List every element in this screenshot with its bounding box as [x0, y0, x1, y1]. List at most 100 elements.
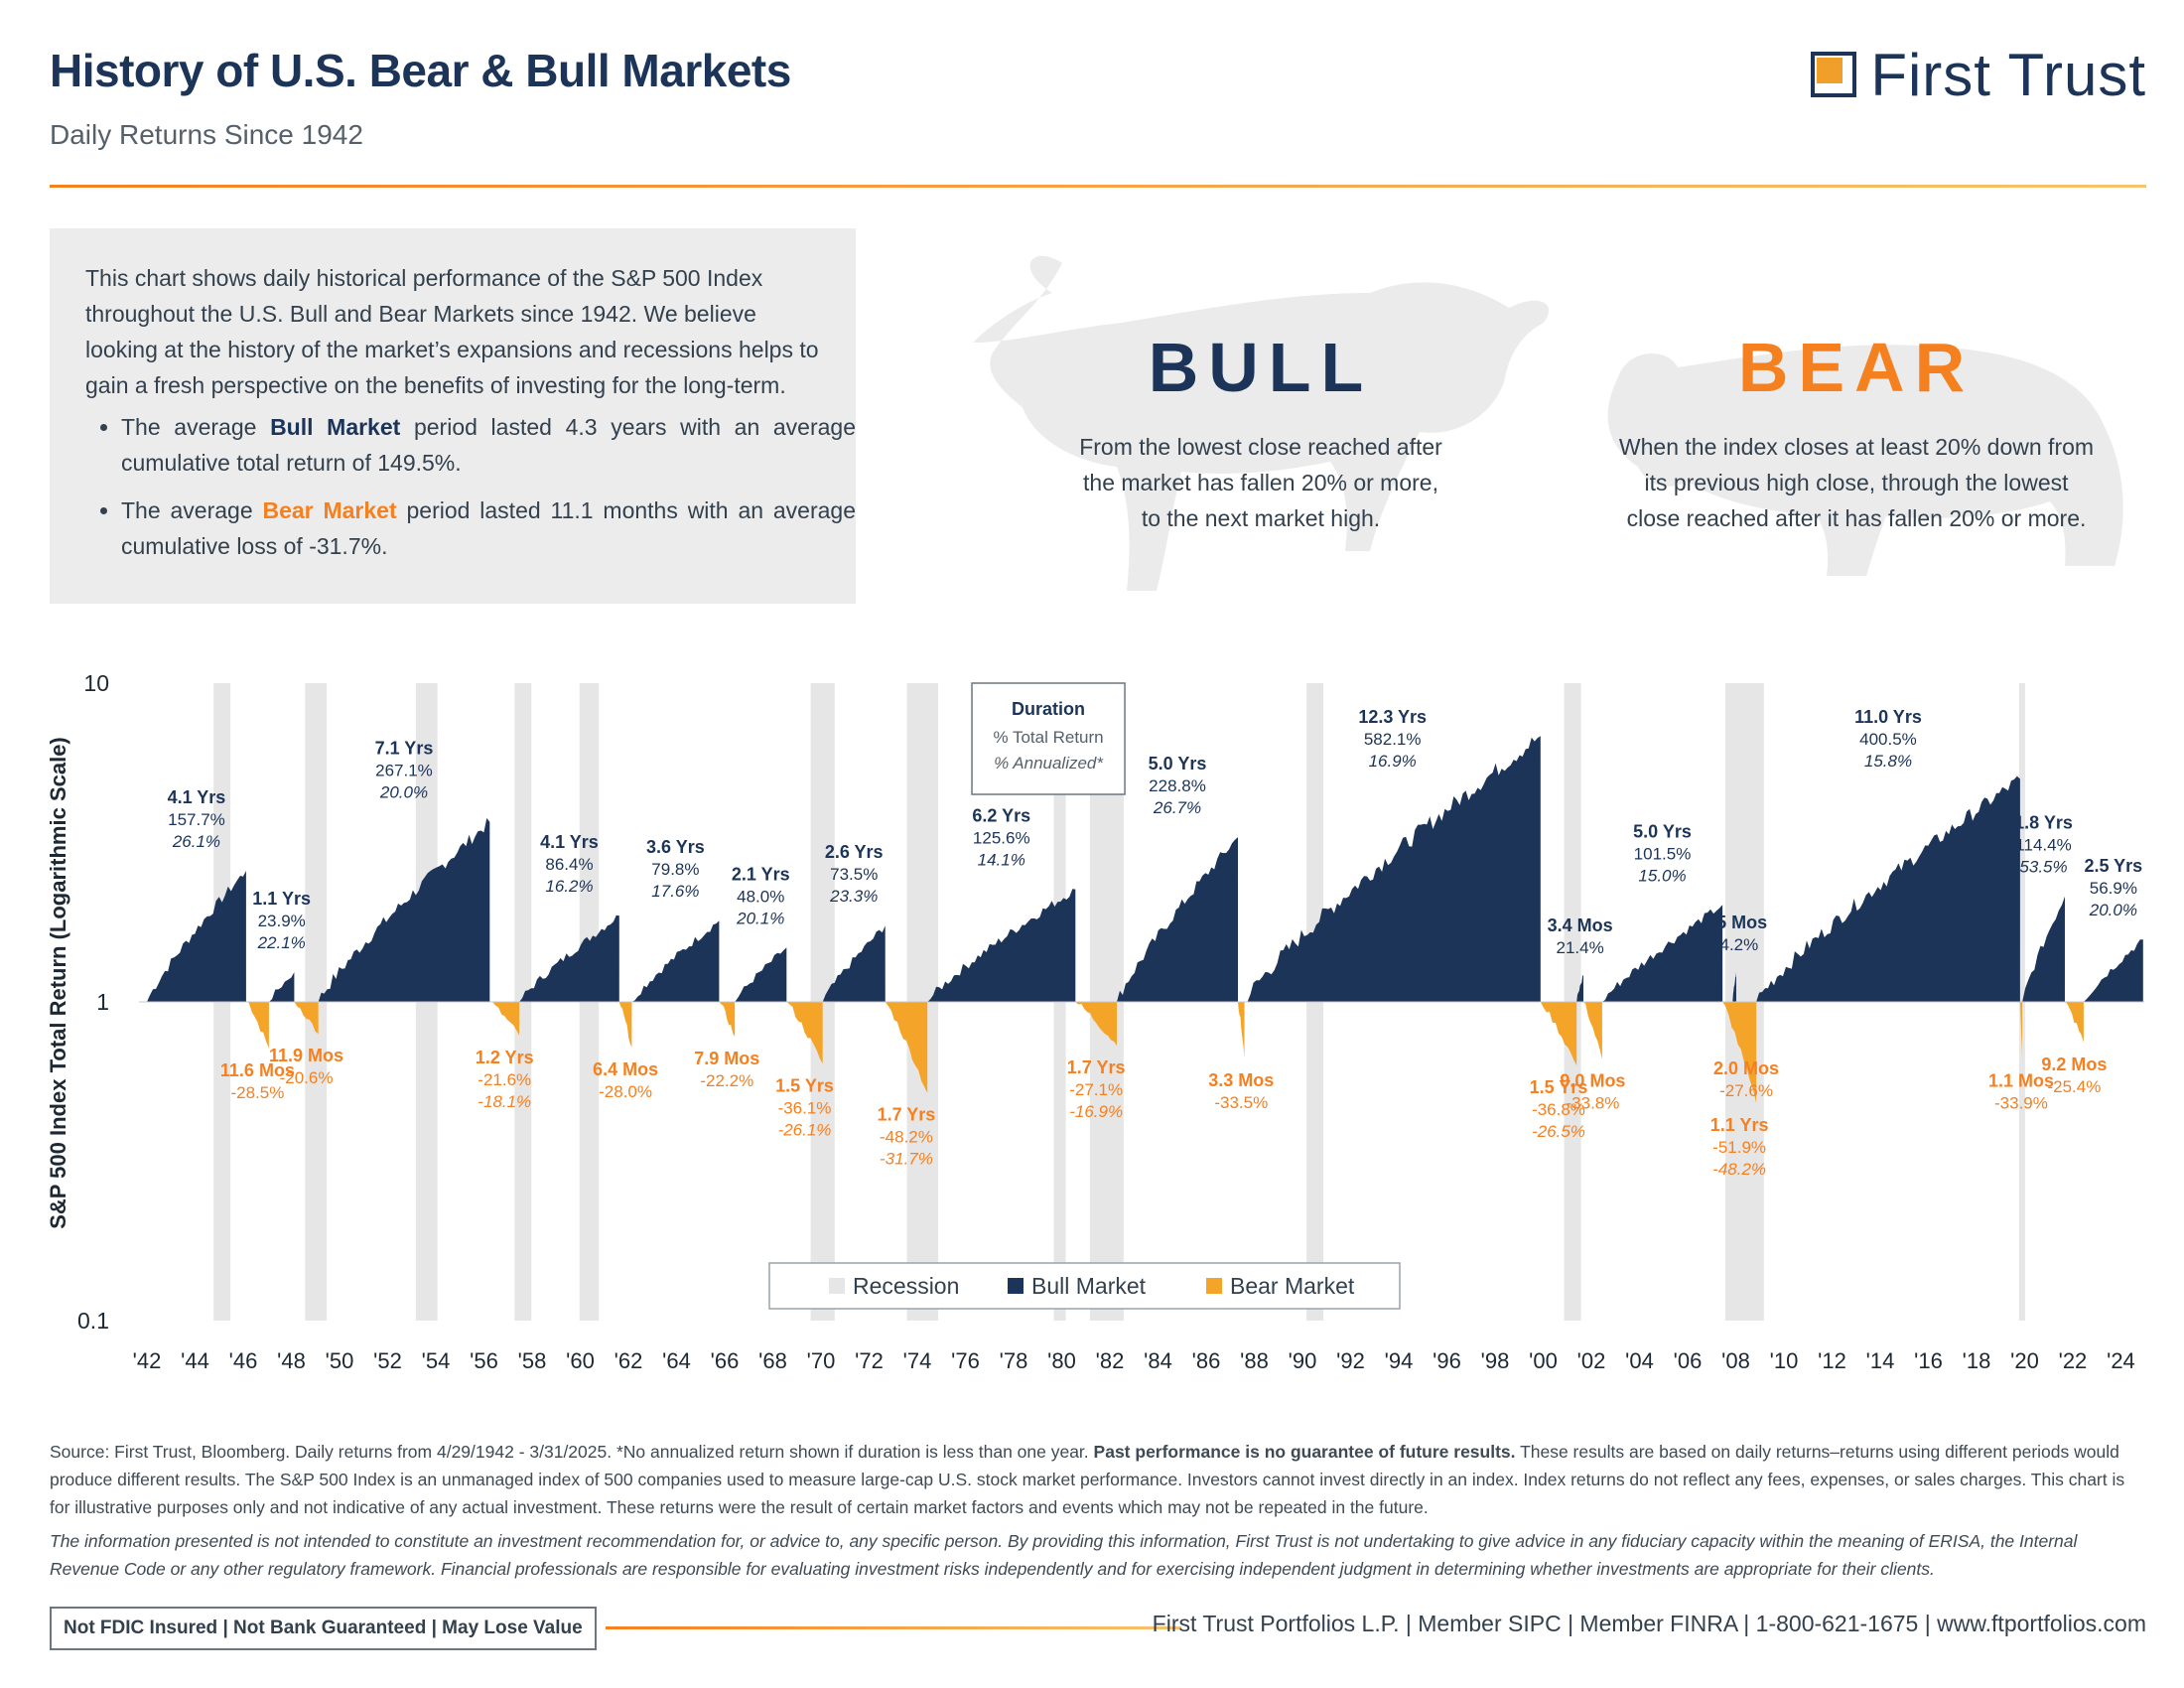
bull-duration-label: 7.1 Yrs [375, 739, 434, 759]
bullet1-term: Bull Market [270, 414, 401, 440]
bull-return-label: 79.8% [651, 860, 699, 879]
bear-return-label: -25.4% [2047, 1077, 2101, 1096]
first-trust-logo: First Trust [1811, 40, 2146, 109]
x-tick-label: '48 [277, 1348, 306, 1373]
x-tick-label: '56 [470, 1348, 498, 1373]
bear-return-label: -36.8% [1532, 1100, 1585, 1119]
bear-return-label: -27.1% [1069, 1080, 1123, 1099]
bear-silhouette-icon [1607, 345, 2123, 576]
x-tick-label: '68 [758, 1348, 787, 1373]
fdic-badge: Not FDIC Insured | Not Bank Guaranteed |… [50, 1607, 597, 1650]
legend-item-label: Bull Market [1031, 1273, 1147, 1299]
bear-duration-label: 6.4 Mos [593, 1059, 658, 1079]
bull-market-area [268, 972, 295, 1002]
x-tick-label: '46 [229, 1348, 258, 1373]
bull-bear-chart: 4.1 Yrs 157.7% 26.1% 1.1 Yrs 23.9% 22.1% 7.1 Y… [77, 670, 2144, 1373]
bear-market-area [245, 1002, 269, 1049]
bear-market-area [2019, 1002, 2023, 1059]
bull-annualized-label: 16.2% [545, 877, 593, 896]
bear-market-area [294, 1002, 319, 1035]
bull-return-label: 157.7% [168, 810, 225, 829]
intro-paragraph: This chart shows daily historical perfor… [85, 265, 819, 398]
legend-item-label: Bear Market [1230, 1273, 1355, 1299]
bull-annualized-label: 15.8% [1864, 752, 1912, 771]
bull-annualized-label: 26.1% [172, 832, 220, 851]
market-areas [147, 736, 2143, 1103]
header-divider [50, 185, 2146, 188]
bear-return-label: -27.6% [1719, 1081, 1773, 1100]
bear-heading: BEAR [1737, 329, 1976, 406]
bull-annualized-label: 14.1% [978, 851, 1025, 870]
bear-market-area [885, 1002, 928, 1093]
bear-annualized-label: -18.1% [478, 1092, 531, 1111]
bull-return-label: 21.4% [1556, 938, 1603, 957]
x-tick-label: '02 [1577, 1348, 1606, 1373]
x-tick-label: '74 [903, 1348, 932, 1373]
footer-divider [606, 1626, 1181, 1629]
source-note: Source: First Trust, Bloomberg. Daily re… [50, 1438, 2146, 1521]
bull-def-line: From the lowest close reached after [1079, 434, 1442, 460]
bear-market-area [1735, 1002, 1757, 1047]
bear-market-area [1582, 1002, 1602, 1059]
contact-line: First Trust Portfolios L.P. | Member SIP… [1152, 1611, 2146, 1636]
bear-annualized-label: -31.7% [880, 1150, 933, 1169]
y-axis-label: S&P 500 Index Total Return (Logarithmic … [46, 737, 70, 1229]
bull-return-label: 400.5% [1859, 730, 1917, 749]
x-tick-label: '80 [1047, 1348, 1076, 1373]
bullet1-post: period lasted 4.3 years with an average … [121, 414, 857, 476]
source-disclaimer-bold: Past performance is no guarantee of futu… [1093, 1442, 1516, 1462]
bear-duration-label: 1.5 Yrs [775, 1075, 834, 1095]
bear-return-label: -28.5% [230, 1083, 284, 1102]
bull-market-area [822, 925, 886, 1002]
bear-def-line: When the index closes at least 20% down … [1618, 434, 2095, 460]
bear-return-label: -22.2% [700, 1071, 753, 1090]
x-tick-label: '44 [181, 1348, 209, 1373]
bear-market-area [489, 1002, 520, 1036]
bull-annualized-label: 15.0% [1638, 866, 1686, 885]
x-tick-label: '24 [2107, 1348, 2135, 1373]
bear-duration-label: 1.7 Yrs [878, 1105, 936, 1125]
bear-def-line: close reached after it has fallen 20% or… [1626, 505, 2087, 531]
bull-annualized-label: 16.9% [1369, 752, 1417, 771]
bull-duration-label: 11.0 Yrs [1854, 707, 1922, 727]
x-tick-label: '14 [1866, 1348, 1895, 1373]
x-tick-label: '42 [133, 1348, 162, 1373]
bull-return-label: 582.1% [1364, 730, 1422, 749]
x-tick-label: '00 [1529, 1348, 1558, 1373]
bull-annualized-label: 26.7% [1153, 798, 1201, 817]
x-tick-label: '98 [1481, 1348, 1510, 1373]
bull-average-bullet: The average Bull Market period lasted 4.… [121, 409, 856, 481]
bull-heading: BULL [1148, 329, 1374, 406]
bear-annualized-label: -48.2% [1712, 1160, 1766, 1179]
bull-duration-label: 5.0 Yrs [1633, 821, 1692, 841]
bull-return-label: 267.1% [375, 762, 433, 780]
x-tick-label: '12 [1818, 1348, 1846, 1373]
x-tick-label: '18 [1963, 1348, 1991, 1373]
x-tick-label: '52 [373, 1348, 402, 1373]
x-tick-label: '76 [951, 1348, 980, 1373]
bear-market-area [1075, 1002, 1118, 1047]
bear-annualized-label: -26.5% [1532, 1122, 1585, 1141]
x-tick-label: '04 [1625, 1348, 1654, 1373]
x-tick-label: '90 [1289, 1348, 1317, 1373]
bull-market-area [735, 947, 787, 1002]
bear-market-area [786, 1002, 823, 1064]
chart-legend: Recession Bull Market Bear Market [768, 1262, 1401, 1310]
page-subtitle: Daily Returns Since 1942 [50, 119, 363, 150]
bull-market-area [2022, 896, 2065, 1002]
bear-return-label: -36.1% [778, 1098, 832, 1117]
y-tick-label: 1 [96, 989, 109, 1015]
bear-duration-label: 1.1 Yrs [1710, 1115, 1769, 1135]
bullet2-post: period lasted 11.1 months with an averag… [121, 497, 857, 559]
bull-duration-label: 3.6 Yrs [646, 837, 705, 857]
x-tick-label: '58 [518, 1348, 547, 1373]
bull-annualized-label: 17.6% [651, 882, 699, 901]
x-tick-label: '72 [855, 1348, 884, 1373]
bull-annualized-label: 20.0% [2089, 901, 2137, 919]
bull-market-area [927, 889, 1076, 1002]
bull-duration-label: 12.3 Yrs [1358, 707, 1427, 727]
bull-return-label: 56.9% [2090, 879, 2137, 898]
legend-swatch [1008, 1278, 1024, 1294]
bull-market-area [2083, 939, 2143, 1002]
legend-item-label: Recession [853, 1273, 959, 1299]
